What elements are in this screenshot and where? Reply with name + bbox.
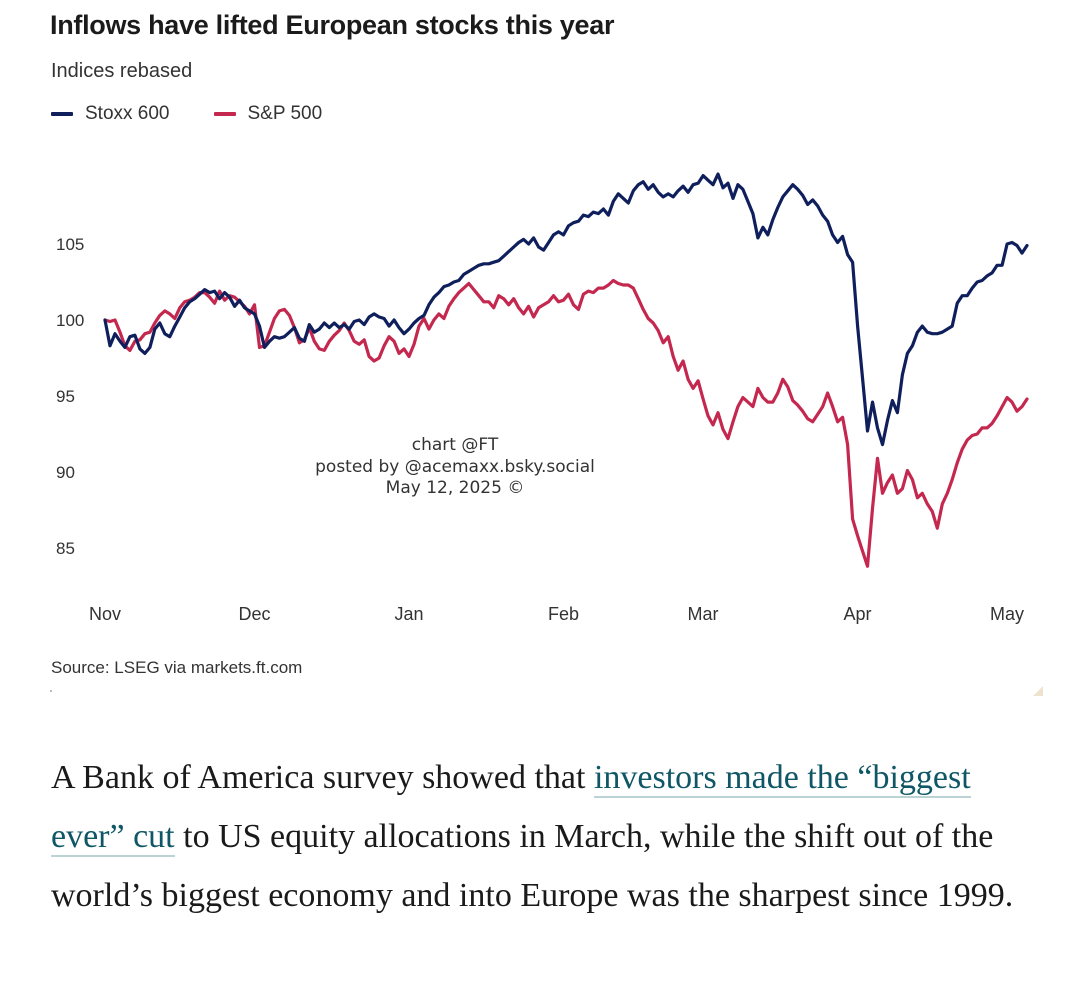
x-tick-label: Nov [89, 604, 121, 624]
legend-item-sp500: S&P 500 [213, 103, 323, 125]
chart-legend: Stoxx 600 S&P 500 [51, 103, 322, 125]
x-tick-label: Dec [239, 604, 271, 624]
x-tick-label: Feb [548, 604, 579, 624]
chart-source: Source: LSEG via markets.ft.com [51, 658, 303, 677]
corner-decoration [1033, 686, 1043, 696]
legend-swatch-stoxx600 [51, 112, 73, 116]
series-line-stoxx600 [103, 172, 1029, 447]
article-paragraph: A Bank of America survey showed that inv… [51, 748, 1051, 925]
series-line-sp500 [103, 278, 1029, 568]
article-link[interactable]: investors made the “biggest ever” cut [51, 759, 971, 857]
y-tick-label: 105 [56, 235, 84, 254]
chart-subtitle: Indices rebased [51, 60, 193, 82]
article-text-2: to US equity allocations in March, while… [51, 818, 1014, 914]
y-tick-label: 100 [56, 311, 84, 330]
article-text-1: A Bank of America survey showed that [51, 759, 594, 796]
legend-label-stoxx600: Stoxx 600 [85, 103, 170, 124]
chart-series-lines [103, 172, 1029, 568]
y-axis-ticks: 85 90 95 100 105 [56, 235, 84, 558]
y-tick-label: 90 [56, 463, 75, 482]
y-tick-label: 95 [56, 387, 75, 406]
line-chart: 85 90 95 100 105 Nov Dec Jan Feb Mar Apr May chart… [56, 172, 1029, 624]
legend-label-sp500: S&P 500 [247, 103, 323, 124]
watermark-line-1: chart @FT [412, 435, 499, 455]
legend-swatch-sp500 [213, 112, 236, 116]
divider-dot [50, 690, 52, 692]
y-tick-label: 85 [56, 539, 75, 558]
x-tick-label: Mar [688, 604, 719, 624]
watermark-line-3: May 12, 2025 © [386, 478, 525, 498]
x-tick-label: May [990, 604, 1024, 624]
x-tick-label: Jan [394, 604, 423, 624]
watermark: chart @FT posted by @acemaxx.bsky.social… [315, 435, 595, 498]
legend-item-stoxx600: Stoxx 600 [51, 103, 170, 125]
watermark-line-2: posted by @acemaxx.bsky.social [315, 457, 595, 477]
x-tick-label: Apr [844, 604, 872, 624]
x-axis-ticks: Nov Dec Jan Feb Mar Apr May [89, 604, 1024, 624]
chart-title: Inflows have lifted European stocks this… [50, 10, 615, 40]
